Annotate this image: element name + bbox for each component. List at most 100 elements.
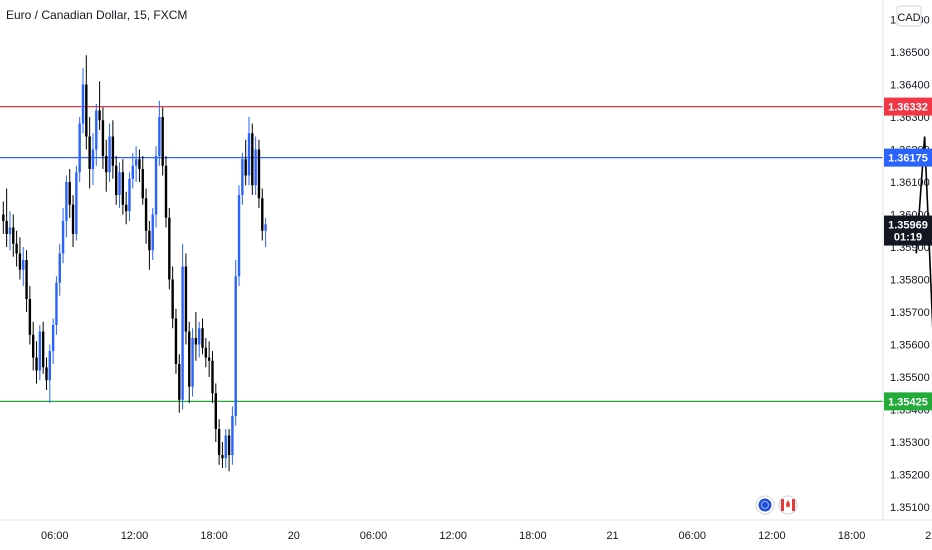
candle-body xyxy=(121,172,125,205)
candle-body xyxy=(217,429,221,455)
support-tag xyxy=(884,392,932,411)
x-tick-label: 20 xyxy=(288,530,300,542)
symbol-title: Euro / Canadian Dollar, 15, FXCM xyxy=(6,8,188,22)
x-tick-label: 12:00 xyxy=(439,530,467,542)
candle-body xyxy=(224,435,227,459)
candle-body xyxy=(227,435,231,455)
candle-body xyxy=(154,156,158,215)
candle-body xyxy=(22,260,25,270)
candles-layer xyxy=(2,55,267,472)
candle-body xyxy=(237,195,241,277)
y-tick-label: 1.35700 xyxy=(890,307,930,319)
x-tick-label: 06:00 xyxy=(41,530,69,542)
y-tick-label: 1.36400 xyxy=(890,80,930,92)
candle-body xyxy=(201,328,204,348)
candle-body xyxy=(257,149,261,199)
time-axis[interactable]: 06:00 12:00 18:00 20 06:00 12:00 18:00 21 06:00 1… xyxy=(41,530,932,542)
currency-badge[interactable] xyxy=(896,5,922,27)
candle-body xyxy=(151,214,154,251)
candle-body xyxy=(51,325,55,351)
candle-body xyxy=(247,133,251,176)
y-tick-label: 1.35200 xyxy=(890,470,930,482)
candle-body xyxy=(88,136,91,169)
x-tick-label: 21 xyxy=(606,530,618,542)
candle-body xyxy=(211,360,214,394)
candle-body xyxy=(148,230,151,251)
candle-body xyxy=(194,338,198,345)
candle-body xyxy=(261,198,264,231)
candle-body xyxy=(25,260,28,299)
candle-body xyxy=(171,279,174,319)
y-tick-label: 1.35300 xyxy=(890,437,930,449)
candle-body xyxy=(124,204,128,212)
pivot-tag xyxy=(884,148,932,167)
candle-body xyxy=(2,214,5,221)
canada-flag-icon[interactable] xyxy=(778,495,798,515)
candle-body xyxy=(254,149,257,186)
candle-body xyxy=(35,357,38,371)
y-tick-label: 1.35100 xyxy=(890,502,930,514)
candle-body xyxy=(65,182,68,221)
candle-body xyxy=(111,136,115,166)
candle-body xyxy=(144,198,148,231)
candle-body xyxy=(191,338,194,387)
candle-body xyxy=(18,253,22,270)
y-tick-label: 1.35800 xyxy=(890,275,930,287)
candle-body xyxy=(241,159,244,195)
candle-body xyxy=(214,393,217,429)
projection-arrow xyxy=(915,136,932,405)
x-tick-label: 12:00 xyxy=(121,530,149,542)
candle-body xyxy=(221,455,224,459)
candle-body xyxy=(184,266,188,332)
level-lines xyxy=(0,105,883,402)
candle-body xyxy=(174,318,178,364)
candle-body xyxy=(164,165,168,218)
candle-body xyxy=(251,133,254,186)
candle-body xyxy=(134,159,138,166)
candle-body xyxy=(81,84,85,124)
x-tick-label: 18:00 xyxy=(519,530,547,542)
candle-body xyxy=(204,347,208,358)
candle-body xyxy=(234,276,237,416)
candle-body xyxy=(95,110,98,150)
globe-flag-icon[interactable] xyxy=(755,495,775,515)
candle-body xyxy=(8,227,12,234)
candle-body xyxy=(105,156,108,173)
candle-body xyxy=(128,178,131,212)
x-tick-label: 06:00 xyxy=(678,530,706,542)
candle-body xyxy=(78,123,81,173)
candle-body xyxy=(231,416,234,455)
candle-body xyxy=(75,172,78,234)
resistance-tag-label: 1.36332 xyxy=(888,102,928,114)
candle-body xyxy=(15,243,18,254)
candle-body xyxy=(85,84,88,137)
candle-body xyxy=(115,165,118,195)
candle-body xyxy=(58,253,61,283)
candle-body xyxy=(198,328,201,345)
support-tag-label: 1.35425 xyxy=(888,396,928,408)
candle-body xyxy=(207,357,211,361)
candle-body xyxy=(32,334,35,358)
x-tick-label: 18:00 xyxy=(838,530,866,542)
candle-body xyxy=(45,367,48,381)
candle-body xyxy=(12,227,15,244)
candle-body xyxy=(141,169,144,199)
candle-body xyxy=(55,282,58,325)
x-tick-label: 18:00 xyxy=(200,530,228,542)
candle-body xyxy=(138,159,141,169)
candle-body xyxy=(28,299,32,335)
currency-label: CAD xyxy=(897,12,920,24)
candle-body xyxy=(131,165,134,179)
candle-body xyxy=(48,351,51,381)
candle-body xyxy=(108,136,111,173)
candle-body xyxy=(71,204,75,234)
x-tick-label: 06:00 xyxy=(360,530,388,542)
candle-body xyxy=(178,364,181,400)
resistance-tag xyxy=(884,97,932,116)
candle-body xyxy=(161,117,164,166)
candle-body xyxy=(5,221,8,234)
candle-body xyxy=(91,149,95,169)
